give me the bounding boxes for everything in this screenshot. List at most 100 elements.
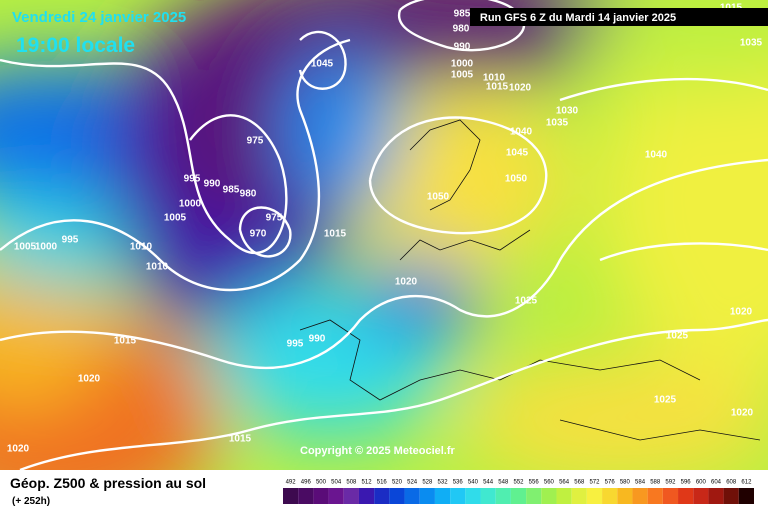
isobar-label: 1015 — [114, 336, 137, 347]
isobar-label: 1025 — [515, 296, 538, 307]
isobar-label: 1040 — [645, 150, 668, 161]
isobar-label: 985 — [454, 9, 471, 20]
isobar-label: 1050 — [505, 174, 528, 185]
legend-label: 588 — [650, 480, 661, 486]
footer-title: Géop. Z500 & pression au sol — [10, 475, 206, 491]
legend-swatch — [662, 488, 679, 504]
isobar-label: 995 — [184, 174, 201, 185]
isobar-label: 1035 — [740, 38, 763, 49]
isobar-label: 980 — [453, 24, 470, 35]
legend-label: 560 — [544, 480, 555, 486]
time: 19:00 locale — [16, 34, 135, 57]
isobar-label: 985 — [223, 185, 240, 196]
legend-swatch — [480, 488, 496, 504]
legend-label: 572 — [589, 480, 600, 486]
isobar-label: 1000 — [179, 199, 202, 210]
isobar-label: 1015 — [229, 434, 252, 445]
legend-label: 608 — [726, 480, 737, 486]
legend-label: 592 — [665, 480, 676, 486]
legend-label: 544 — [483, 480, 494, 486]
isobar-label: 990 — [309, 334, 326, 345]
legend-label: 552 — [513, 480, 524, 486]
legend-swatch — [404, 488, 420, 504]
isobar-label: 990 — [454, 42, 471, 53]
legend-swatch — [283, 488, 299, 504]
legend-swatch — [723, 488, 739, 504]
legend-label: 496 — [301, 480, 312, 486]
copyright: Copyright © 2025 Meteociel.fr — [300, 445, 456, 457]
isobar-label: 1045 — [311, 59, 334, 70]
legend-label: 548 — [498, 480, 509, 486]
isobar-label: 1005 — [14, 242, 37, 253]
legend-swatch — [693, 488, 709, 504]
legend-swatch — [343, 488, 359, 504]
isobar-label: 995 — [287, 339, 304, 350]
isobar-label: 1035 — [546, 118, 569, 129]
footer-lead: (+ 252h) — [12, 496, 50, 507]
legend-label: 584 — [635, 480, 646, 486]
isobar-label: 1020 — [730, 307, 753, 318]
isobar-label: 975 — [247, 136, 264, 147]
legend-swatch — [632, 488, 648, 504]
isobar-label: 1000 — [451, 59, 474, 70]
legend-label: 520 — [392, 480, 403, 486]
legend-swatch — [571, 488, 587, 504]
isobar-label: 980 — [240, 189, 257, 200]
legend-label: 508 — [346, 480, 357, 486]
legend-swatch — [526, 488, 542, 504]
legend-swatch — [434, 488, 451, 504]
legend-label: 564 — [559, 480, 570, 486]
isobar-label: 1005 — [164, 213, 187, 224]
isobar-label: 1020 — [509, 83, 532, 94]
legend-swatch — [738, 488, 754, 504]
legend-swatch — [586, 488, 603, 504]
isobar-label: 975 — [266, 213, 283, 224]
legend-swatch — [602, 488, 618, 504]
isobar-label: 1050 — [427, 192, 450, 203]
legend-label: 512 — [362, 480, 373, 486]
isobar-label: 1020 — [731, 408, 754, 419]
legend-label: 536 — [453, 480, 464, 486]
legend-label: 556 — [529, 480, 540, 486]
legend-label: 528 — [422, 480, 433, 486]
legend-label: 516 — [377, 480, 388, 486]
isobar-label: 1025 — [654, 395, 677, 406]
legend-swatch — [495, 488, 511, 504]
isobar-label: 1000 — [35, 242, 58, 253]
isobar-label: 990 — [204, 179, 221, 190]
isobar-label: 1005 — [451, 70, 474, 81]
legend-swatch — [465, 488, 481, 504]
legend-label: 500 — [316, 480, 327, 486]
legend-swatch — [617, 488, 633, 504]
legend-label: 492 — [286, 480, 297, 486]
legend-swatch — [389, 488, 405, 504]
legend-label: 524 — [407, 480, 418, 486]
legend-label: 612 — [741, 480, 752, 486]
isobar-label: 1010 — [146, 262, 169, 273]
date: Vendredi 24 janvier 2025 — [12, 9, 186, 26]
color-legend: 492 496 500 504 508 512 516 520 524 528 532 536 540 5… — [283, 480, 754, 504]
run-box — [470, 8, 768, 26]
isobar-label: 1025 — [666, 331, 689, 342]
legend-swatch — [419, 488, 435, 504]
isobar-label: 1030 — [556, 106, 579, 117]
isobar-label: 1010 — [130, 242, 153, 253]
isobar-label: 1020 — [78, 374, 101, 385]
legend-label: 504 — [331, 480, 342, 486]
legend-label: 596 — [681, 480, 692, 486]
legend-swatch — [374, 488, 390, 504]
isobar-label: 1010 — [483, 73, 506, 84]
legend-label: 604 — [711, 480, 722, 486]
legend-swatch — [708, 488, 724, 504]
legend-label: 568 — [574, 480, 585, 486]
legend-swatch — [541, 488, 557, 504]
legend-swatch — [358, 488, 375, 504]
run-info: Run GFS 6 Z du Mardi 14 janvier 2025 — [480, 12, 676, 24]
legend-label: 540 — [468, 480, 479, 486]
isobar-label: 1020 — [395, 277, 418, 288]
isobar-label: 1020 — [7, 444, 30, 455]
isobar-label: 1045 — [506, 148, 529, 159]
